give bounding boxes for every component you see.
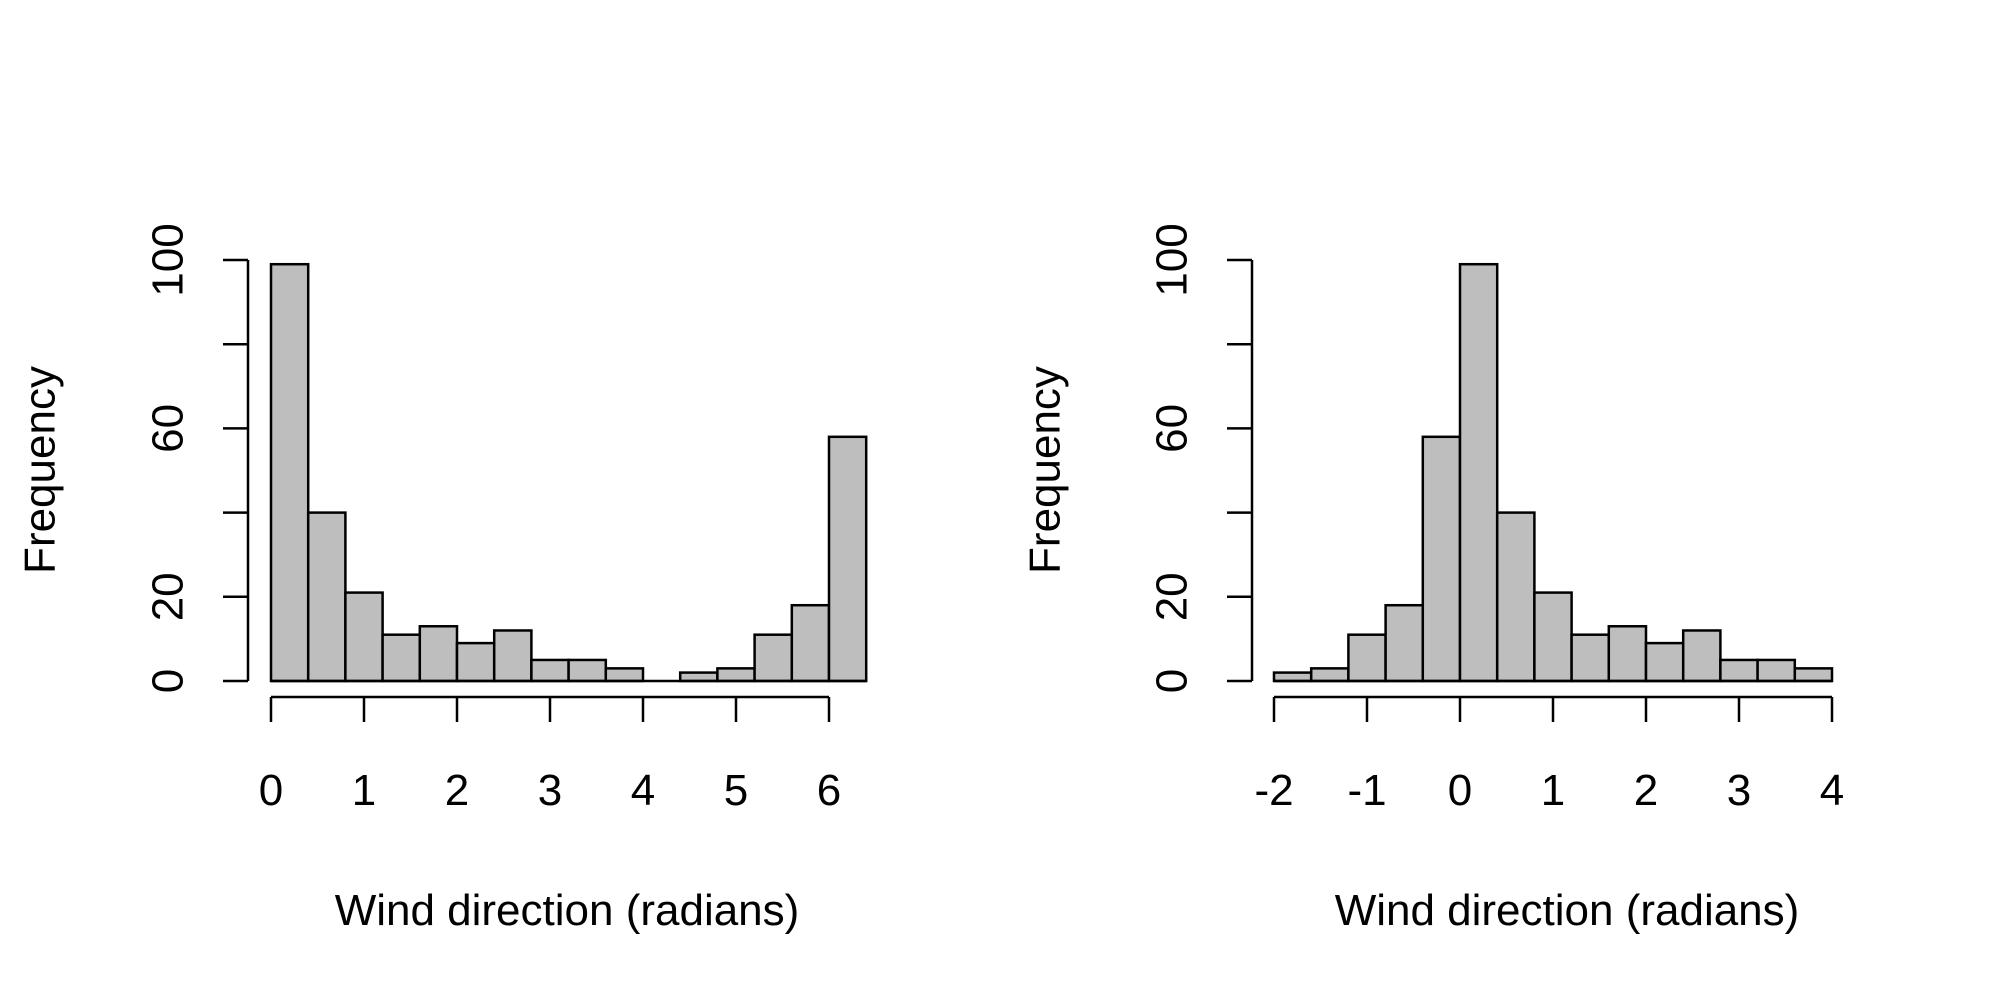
x-tick-label: 4 — [1820, 766, 1844, 815]
histogram-bar — [753, 633, 794, 683]
histogram-bar — [604, 667, 645, 683]
x-tick-label: 2 — [445, 766, 469, 815]
y-tick-label: 0 — [144, 669, 193, 693]
histogram-bar — [1458, 262, 1499, 683]
x-tick-label: 2 — [1634, 766, 1658, 815]
histogram-bar — [344, 591, 384, 683]
histogram-bar — [1570, 633, 1611, 683]
histogram-bar — [269, 262, 310, 683]
x-tick-label: 0 — [1448, 766, 1472, 815]
histogram-bar — [827, 435, 868, 683]
y-tick-label: 20 — [1148, 572, 1197, 621]
y-tick-label: 0 — [1148, 669, 1197, 693]
x-tick-label: 1 — [352, 766, 376, 815]
histogram-bar — [678, 671, 719, 683]
x-tick-label: 6 — [817, 766, 841, 815]
histogram-bar — [1309, 667, 1350, 683]
x-tick-label: 3 — [1727, 766, 1751, 815]
histogram-bar — [455, 641, 496, 683]
y-tick-label: 100 — [1148, 223, 1197, 296]
histogram-bar — [567, 658, 608, 683]
histogram-bar — [1793, 667, 1834, 683]
histogram-bar — [381, 633, 422, 683]
histogram-bar — [1495, 511, 1536, 683]
histogram-bar — [306, 511, 347, 683]
histogram-bar — [1756, 658, 1797, 683]
histogram-bar — [1272, 671, 1313, 683]
histogram-bar — [1607, 625, 1648, 683]
x-axis-label: Wind direction (radians) — [1335, 886, 1800, 935]
x-tick-label: -1 — [1347, 766, 1386, 815]
y-tick-label: 60 — [144, 404, 193, 453]
histogram-bar — [1719, 658, 1759, 683]
histogram-panel-left: 0 20 60 100 0 1 2 3 4 5 6 Wind direction (radians) F… — [16, 223, 868, 935]
histogram-bar — [1384, 603, 1425, 683]
histogram-bar — [492, 629, 533, 683]
x-tick-label: 3 — [538, 766, 562, 815]
histogram-bar — [790, 603, 831, 683]
histogram-bar — [1347, 633, 1387, 683]
y-axis-label: Frequency — [1021, 366, 1070, 574]
x-tick-label: 0 — [259, 766, 283, 815]
x-tick-label: 4 — [631, 766, 655, 815]
histogram-panel-right: 0 20 60 100 -2 -1 0 1 2 3 4 Wind direction (radians… — [1021, 223, 1845, 935]
histogram-bar — [1421, 435, 1462, 683]
x-tick-label: 5 — [724, 766, 748, 815]
histogram-bar — [716, 667, 756, 683]
histogram-bar — [1681, 629, 1722, 683]
histogram-bar — [1644, 641, 1685, 683]
x-tick-label: 1 — [1541, 766, 1565, 815]
x-tick-label: -2 — [1254, 766, 1293, 815]
histogram-bar — [1533, 591, 1573, 683]
y-tick-label: 100 — [144, 223, 193, 296]
y-tick-label: 20 — [144, 572, 193, 621]
y-axis-label: Frequency — [16, 366, 65, 574]
y-tick-label: 60 — [1148, 404, 1197, 453]
histogram-bar — [530, 658, 570, 683]
x-axis-label: Wind direction (radians) — [335, 886, 800, 935]
histogram-bar — [418, 625, 459, 683]
